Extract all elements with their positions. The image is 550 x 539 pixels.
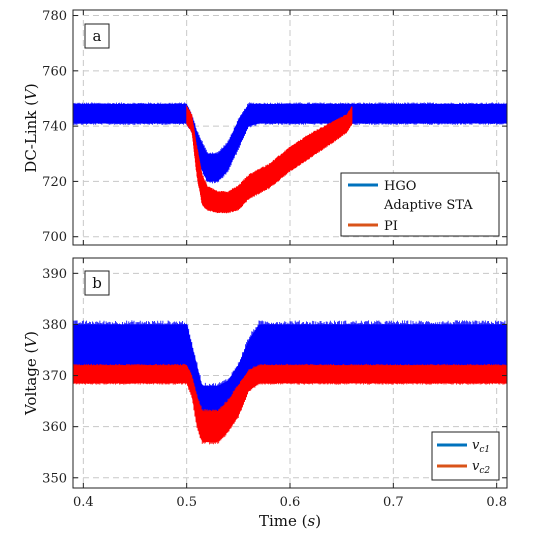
panel-b-y-axis-label: Voltage (V) xyxy=(22,331,40,416)
panel-a-series xyxy=(73,102,507,214)
y-tick-label: 380 xyxy=(42,318,67,333)
y-tick-label: 390 xyxy=(42,267,67,282)
y-tick-label: 780 xyxy=(42,9,67,24)
y-tick-label: 720 xyxy=(42,175,67,190)
series-noise-hgo xyxy=(73,102,507,184)
panel-a-label: a xyxy=(93,27,102,45)
y-tick-label: 740 xyxy=(42,120,67,135)
x-tick-label: 0.5 xyxy=(176,495,197,510)
panel-a-y-ticks: 700 720 740 760 780 xyxy=(42,9,507,245)
panel-b-y-ticks: 350 360 370 380 390 xyxy=(42,267,507,486)
legend-label-adaptive-sta: Adaptive STA xyxy=(383,198,473,213)
x-tick-label: 0.7 xyxy=(383,495,404,510)
x-tick-label: 0.6 xyxy=(280,495,301,510)
panel-b-label-box: b xyxy=(84,270,110,296)
y-tick-label: 760 xyxy=(42,64,67,79)
panel-b: 350 360 370 380 390 0.4 0.5 0.6 0.7 0.8 b Voltag… xyxy=(22,257,508,530)
series-noise-vc1 xyxy=(73,320,507,425)
panel-a: 700 720 740 760 780 a DC-Link (V) HGO Adapti… xyxy=(22,9,508,246)
series-noise-vc2 xyxy=(73,363,507,445)
series-noise-pi xyxy=(186,105,353,214)
y-tick-label: 350 xyxy=(42,471,67,486)
y-tick-label: 700 xyxy=(42,230,67,245)
legend-label-pi: PI xyxy=(384,219,398,234)
panel-b-legend-box xyxy=(431,431,500,481)
panel-b-label: b xyxy=(92,274,102,292)
panel-b-x-ticks: 0.4 0.5 0.6 0.7 0.8 xyxy=(73,258,507,510)
x-tick-label: 0.4 xyxy=(73,495,94,510)
panel-b-legend: vc1 vc2 xyxy=(431,431,500,481)
legend-label-hgo: HGO xyxy=(384,179,416,194)
panel-a-label-box: a xyxy=(84,23,110,49)
x-axis-label: Time (s) xyxy=(259,512,321,530)
panel-a-x-ticks xyxy=(82,10,498,245)
y-tick-label: 370 xyxy=(42,369,67,384)
x-tick-label: 0.8 xyxy=(486,495,507,510)
panel-b-series xyxy=(73,320,507,445)
panel-a-y-axis-label: DC-Link (V) xyxy=(22,83,40,172)
panel-a-legend: HGO Adaptive STA PI xyxy=(340,172,500,237)
y-tick-label: 360 xyxy=(42,420,67,435)
